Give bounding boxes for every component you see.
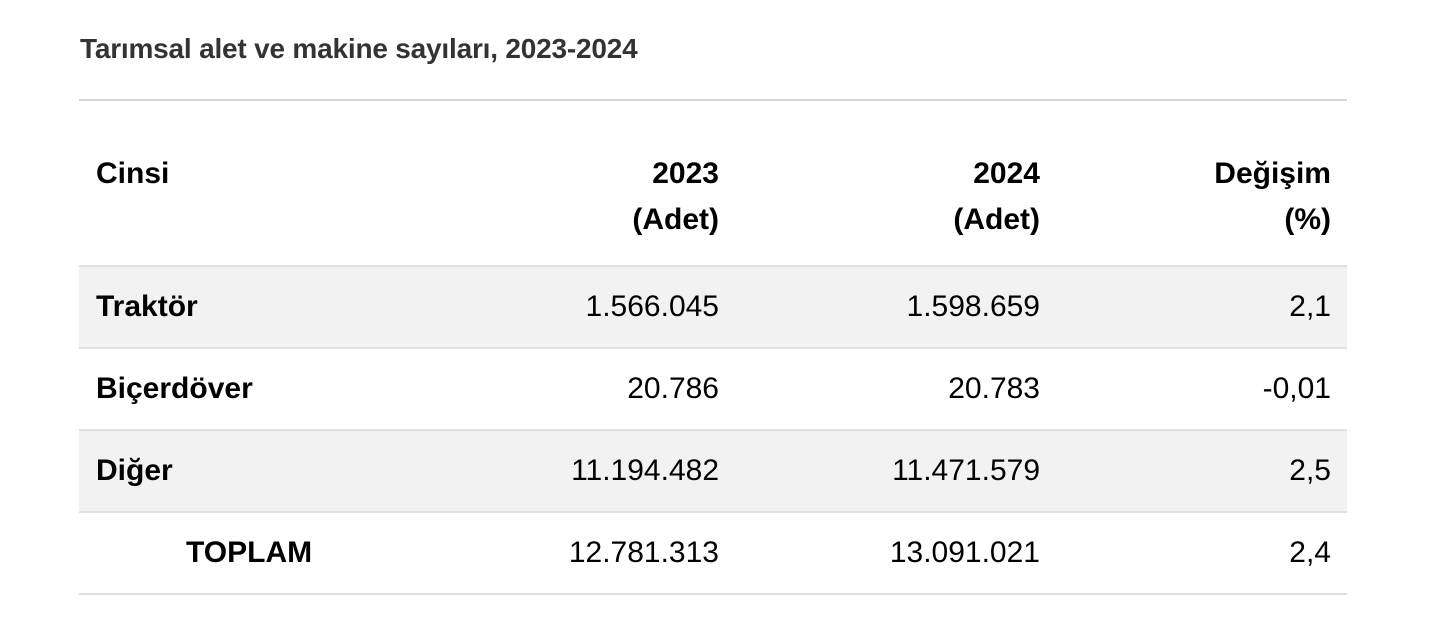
table-row: Biçerdöver 20.786 20.783 -0,01: [79, 348, 1347, 431]
row-name: Diğer: [79, 430, 379, 513]
column-header-2024: 2024 (Adet): [735, 137, 1056, 267]
machinery-table: Cinsi 2023 (Adet) 2024 (Adet) Değişim (%…: [79, 137, 1347, 595]
cell-2024: 1.598.659: [735, 266, 1056, 349]
column-header-2023-year: 2023: [652, 157, 719, 190]
column-header-change-label: Değişim: [1214, 157, 1331, 190]
table-row: Diğer 11.194.482 11.471.579 2,5: [79, 430, 1347, 513]
title-divider: [79, 99, 1347, 101]
table-row: Traktör 1.566.045 1.598.659 2,1: [79, 266, 1347, 349]
total-label: TOPLAM: [79, 512, 379, 595]
cell-2023: 20.786: [379, 348, 735, 431]
column-header-type: Cinsi: [79, 137, 379, 267]
column-header-2023: 2023 (Adet): [379, 137, 735, 267]
column-header-type-label: Cinsi: [96, 157, 170, 190]
column-header-2023-unit: (Adet): [632, 203, 719, 236]
cell-change: -0,01: [1056, 348, 1347, 431]
column-header-2024-year: 2024: [973, 157, 1040, 190]
total-change: 2,4: [1056, 512, 1347, 595]
cell-2023: 11.194.482: [379, 430, 735, 513]
cell-2024: 20.783: [735, 348, 1056, 431]
total-2023: 12.781.313: [379, 512, 735, 595]
cell-change: 2,1: [1056, 266, 1347, 349]
total-row: TOPLAM 12.781.313 13.091.021 2,4: [79, 512, 1347, 595]
column-header-change: Değişim (%): [1056, 137, 1347, 267]
column-header-2024-unit: (Adet): [953, 203, 1040, 236]
cell-2023: 1.566.045: [379, 266, 735, 349]
column-header-change-unit: (%): [1284, 203, 1331, 236]
total-2024: 13.091.021: [735, 512, 1056, 595]
header-row: Cinsi 2023 (Adet) 2024 (Adet) Değişim (%…: [79, 137, 1347, 267]
cell-2024: 11.471.579: [735, 430, 1056, 513]
row-name: Traktör: [79, 266, 379, 349]
row-name: Biçerdöver: [79, 348, 379, 431]
table-title: Tarımsal alet ve makine sayıları, 2023-2…: [80, 33, 638, 64]
cell-change: 2,5: [1056, 430, 1347, 513]
